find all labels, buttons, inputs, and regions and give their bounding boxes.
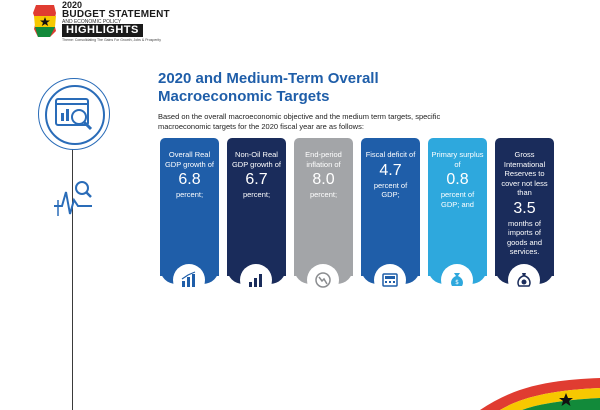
analytics-circle (38, 78, 110, 150)
target-card-inflation: End-period inflation of 8.0 percent; (294, 138, 353, 296)
pulse-search-icon (54, 181, 92, 216)
logo-title: BUDGET STATEMENT (62, 9, 170, 20)
analytics-circle-ring (45, 85, 105, 145)
inflation-icon (307, 264, 339, 296)
target-card-primary-surplus: Primary surplus of 0.8 percent of GDP; a… (428, 138, 487, 296)
card-suffix: percent; (175, 190, 204, 199)
card-label: Non-Oil Real GDP growth of (231, 150, 282, 169)
card-value: 6.7 (245, 171, 268, 188)
logo-highlights: HIGHLIGHTS (62, 24, 143, 37)
card-value: 4.7 (379, 161, 402, 179)
page-title-line1: 2020 and Medium-Term Overall (158, 70, 379, 87)
ghana-flag-ribbon (480, 378, 600, 410)
card-suffix: percent; (242, 190, 271, 199)
card-label: End-period inflation of (305, 150, 342, 169)
card-value: 6.8 (178, 171, 201, 188)
svg-text:$: $ (455, 279, 459, 286)
card-label: Fiscal deficit of (365, 150, 416, 159)
money-sack-icon (508, 264, 540, 296)
card-value: 0.8 (446, 171, 469, 188)
logo-theme: Theme: Consolidating The Gains For Growt… (62, 38, 161, 42)
target-card-reserves: Gross International Reserves to cover no… (495, 138, 554, 296)
card-suffix: percent; (309, 190, 338, 199)
logo-year: 2020 (62, 0, 83, 10)
timeline-line (72, 85, 73, 410)
budget-logo: 2020 BUDGET STATEMENT AND ECONOMIC POLIC… (30, 0, 200, 52)
page-title-line2: Macroeconomic Targets (158, 88, 330, 105)
card-suffix: percent of GDP; (373, 180, 408, 200)
target-card-non-oil-gdp: Non-Oil Real GDP growth of 6.7 percent; (227, 138, 286, 296)
card-value: 8.0 (312, 171, 335, 188)
card-suffix: months of imports of goods and services. (506, 218, 543, 257)
page-title: 2020 and Medium-Term Overall Macroeconom… (158, 70, 379, 106)
card-value: 3.5 (513, 199, 536, 217)
ghana-map-icon (33, 5, 56, 37)
card-label: Primary surplus of (431, 150, 484, 169)
growth-bars-icon (240, 264, 272, 296)
target-card-real-gdp: Overall Real GDP growth of 6.8 percent; (160, 138, 219, 296)
card-label: Overall Real GDP growth of (164, 150, 215, 169)
money-bag-icon: $ (441, 264, 473, 296)
card-label: Gross International Reserves to cover no… (501, 150, 548, 197)
logo-subtitle: AND ECONOMIC POLICY (62, 19, 122, 25)
bar-chart-icon (173, 264, 205, 296)
intro-text: Based on the overall macroeconomic objec… (158, 112, 441, 131)
target-card-fiscal-deficit: Fiscal deficit of 4.7 percent of GDP; (361, 138, 420, 296)
analytics-search-icon (55, 98, 93, 131)
card-suffix: percent of GDP; and (440, 190, 475, 209)
calculator-icon (374, 264, 406, 296)
